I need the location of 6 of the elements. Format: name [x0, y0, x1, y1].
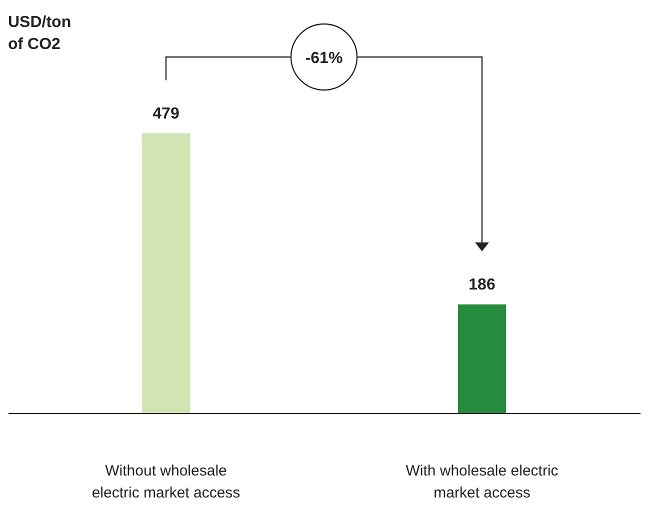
text: -61% — [305, 50, 343, 67]
data-label: 479 — [152, 105, 180, 122]
text: USD/ton of CO2 — [8, 14, 72, 53]
x-tick-label: With wholesale electric market access — [406, 462, 559, 502]
data-label: 186 — [468, 276, 496, 294]
x-tick-label: Without wholesale electric market access — [92, 462, 240, 502]
